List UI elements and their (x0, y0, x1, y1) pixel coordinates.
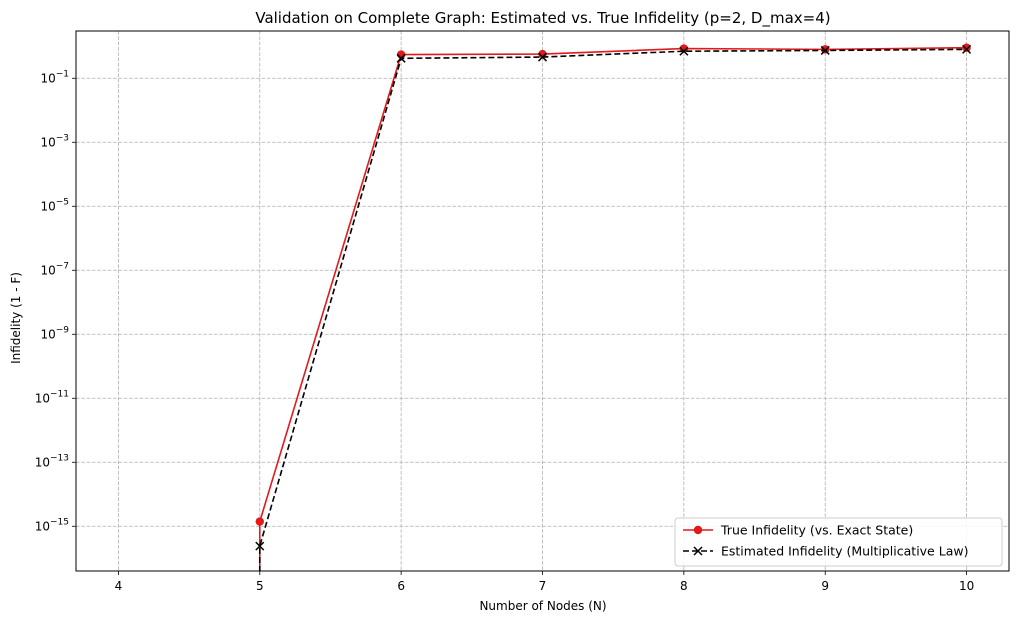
legend-entry-estimated-infidelity: Estimated Infidelity (Multiplicative Law… (683, 544, 968, 559)
data-point-true-infidelity (962, 43, 971, 52)
y-tick-label: 10−1 (40, 69, 69, 85)
data-point-estimated-infidelity (255, 541, 265, 551)
x-marker-stroke (537, 52, 548, 62)
x-marker-stroke (962, 44, 972, 54)
data-point-estimated-infidelity (396, 53, 406, 63)
y-tick-label: 10−15 (35, 517, 69, 533)
y-tick-label: 10−7 (40, 261, 69, 277)
x-tick-label: 6 (397, 579, 405, 593)
chart-title: Validation on Complete Graph: Estimated … (255, 9, 830, 28)
x-tick-label: 9 (821, 579, 829, 593)
legend-frame (674, 517, 1003, 567)
y-tick-label: 10−3 (40, 133, 69, 149)
x-tick-label: 10 (959, 579, 974, 593)
data-point-estimated-infidelity (962, 44, 972, 54)
x-marker-stroke (693, 546, 703, 556)
x-tick-label: 4 (115, 579, 123, 593)
y-axis-title: Infidelity (1 - F) (9, 272, 23, 364)
x-marker-stroke (820, 45, 830, 55)
grid-lines (76, 31, 1009, 571)
x-marker-stroke (679, 46, 689, 56)
y-axis: 10−1 10−3 10−5 10−7 10−9 10−11 10−13 10−15 (35, 69, 76, 533)
legend-entry-true-infidelity: True Infidelity (vs. Exact State) (683, 523, 913, 538)
x-axis-title: Number of Nodes (N) (479, 599, 606, 613)
legend-x-glyph (693, 546, 703, 556)
data-point-true-infidelity (255, 517, 264, 526)
series-layer (255, 43, 972, 571)
data-point-estimated-infidelity (820, 45, 830, 55)
data-point-estimated-infidelity (537, 52, 548, 62)
x-marker-stroke (255, 541, 265, 551)
legend-label-estimated-infidelity: Estimated Infidelity (Multiplicative Law… (721, 544, 968, 559)
x-tick-label: 8 (680, 579, 688, 593)
y-tick-label: 10−11 (35, 389, 69, 405)
legend-label-true-infidelity: True Infidelity (vs. Exact State) (720, 523, 913, 538)
y-tick-label: 10−13 (35, 453, 69, 469)
y-tick-label: 10−9 (40, 325, 69, 341)
x-axis: 4 5 6 7 8 9 10 (115, 571, 974, 593)
x-tick-label: 5 (256, 579, 264, 593)
legend-marker-circle (693, 525, 703, 535)
y-tick-label: 10−5 (40, 197, 69, 213)
series-estimated-infidelity (255, 44, 972, 571)
data-point-estimated-infidelity (679, 46, 689, 56)
x-marker-stroke (396, 53, 406, 63)
x-tick-label: 7 (539, 579, 547, 593)
data-point-true-infidelity (821, 45, 830, 54)
legend: True Infidelity (vs. Exact State) Estima… (674, 517, 1003, 567)
legend-marker-x (693, 546, 703, 556)
